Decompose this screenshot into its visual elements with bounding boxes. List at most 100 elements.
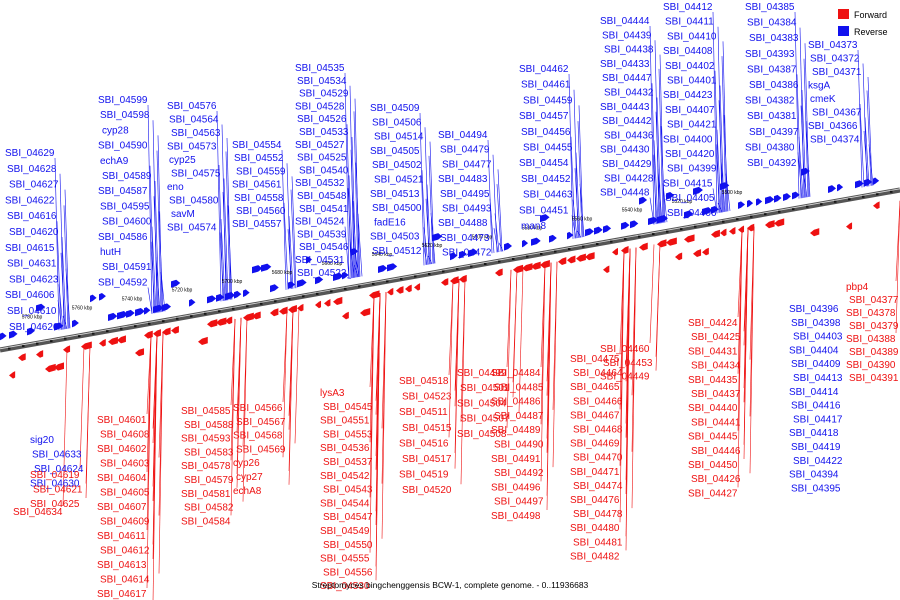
reverse-gene-label[interactable]: SBI_04432 xyxy=(604,88,654,99)
forward-gene-label[interactable]: SBI_04427 xyxy=(688,488,738,499)
reverse-gene-arrow[interactable] xyxy=(558,257,567,265)
forward-gene-arrow[interactable] xyxy=(252,265,263,274)
reverse-gene-label[interactable]: SBI_04561 xyxy=(232,180,282,191)
reverse-gene-label[interactable]: SBI_04397 xyxy=(749,127,799,138)
forward-gene-arrow[interactable] xyxy=(702,207,713,216)
forward-gene-arrow[interactable] xyxy=(216,293,225,302)
reverse-gene-label[interactable]: SBI_04372 xyxy=(810,54,860,65)
forward-gene-arrow[interactable] xyxy=(837,183,844,192)
reverse-gene-label[interactable]: SBI_04512 xyxy=(372,246,422,257)
reverse-gene-label[interactable]: SBI_04380 xyxy=(745,142,795,153)
reverse-gene-arrow[interactable] xyxy=(108,336,118,345)
reverse-gene-arrow[interactable] xyxy=(405,284,412,293)
reverse-gene-label[interactable]: SBI_04406 xyxy=(667,208,717,219)
forward-gene-label[interactable]: SBI_04480 xyxy=(570,523,620,534)
forward-gene-label[interactable]: SBI_04475 xyxy=(570,354,620,365)
reverse-gene-arrow[interactable] xyxy=(387,287,394,296)
forward-gene-label[interactable]: SBI_04511 xyxy=(399,407,448,418)
forward-gene-label[interactable]: SBI_04489 xyxy=(491,425,541,436)
forward-gene-label[interactable]: SBI_04441 xyxy=(691,417,741,428)
reverse-gene-label[interactable]: SBI_04422 xyxy=(793,456,843,467)
forward-gene-arrow[interactable] xyxy=(459,250,467,259)
reverse-gene-arrow[interactable] xyxy=(18,353,26,361)
forward-gene-label[interactable]: SBI_04608 xyxy=(100,430,150,441)
reverse-gene-label[interactable]: SBI_04502 xyxy=(372,160,422,171)
reverse-gene-label[interactable]: SBI_04428 xyxy=(604,173,654,184)
reverse-gene-label[interactable]: cmeK xyxy=(810,94,836,105)
reverse-gene-label[interactable]: SBI_04563 xyxy=(171,128,221,139)
reverse-gene-arrow[interactable] xyxy=(297,303,304,312)
reverse-gene-label[interactable]: SBI_04600 xyxy=(102,217,152,228)
reverse-gene-arrow[interactable] xyxy=(369,290,380,299)
reverse-gene-label[interactable]: SBI_04532 xyxy=(295,178,345,189)
forward-gene-arrow[interactable] xyxy=(783,193,791,201)
forward-gene-arrow[interactable] xyxy=(792,191,800,200)
forward-gene-label[interactable]: SBI_04625 xyxy=(30,499,80,510)
forward-gene-arrow[interactable] xyxy=(531,237,541,246)
forward-gene-label[interactable]: SBI_04465 xyxy=(570,382,620,393)
forward-gene-label[interactable]: SBI_04601 xyxy=(97,415,147,426)
reverse-gene-label[interactable]: SBI_04531 xyxy=(295,255,345,266)
forward-gene-label[interactable]: SBI_04498 xyxy=(491,511,541,522)
forward-gene-arrow[interactable] xyxy=(630,220,639,229)
forward-gene-arrow[interactable] xyxy=(342,271,349,280)
forward-gene-label[interactable]: SBI_04431 xyxy=(688,346,738,357)
reverse-gene-label[interactable]: SBI_04529 xyxy=(299,89,349,100)
forward-gene-label[interactable]: SBI_04553 xyxy=(323,429,373,440)
forward-gene-label[interactable]: SBI_04605 xyxy=(100,488,150,499)
reverse-gene-arrow[interactable] xyxy=(441,278,449,286)
forward-gene-label[interactable]: SBI_04621 xyxy=(33,485,83,496)
reverse-gene-arrow[interactable] xyxy=(342,311,349,320)
reverse-gene-label[interactable]: SBI_04524 xyxy=(295,217,345,228)
forward-gene-label[interactable]: SBI_04486 xyxy=(491,397,541,408)
reverse-gene-label[interactable]: SBI_04367 xyxy=(812,108,862,119)
reverse-gene-label[interactable]: SBI_04527 xyxy=(295,140,345,151)
forward-gene-arrow[interactable] xyxy=(189,299,196,307)
reverse-gene-arrow[interactable] xyxy=(9,371,16,379)
forward-gene-label[interactable]: SBI_04508 xyxy=(457,429,507,440)
reverse-gene-label[interactable]: SBI_04610 xyxy=(7,306,57,317)
forward-gene-label[interactable]: SBI_04481 xyxy=(573,537,623,548)
reverse-gene-arrow[interactable] xyxy=(360,307,371,317)
forward-gene-label[interactable]: SBI_04501 xyxy=(460,383,510,394)
reverse-gene-label[interactable]: SBI_04503 xyxy=(370,232,420,243)
reverse-gene-label[interactable]: SBI_04599 xyxy=(98,95,148,106)
reverse-gene-label[interactable]: SBI_04444 xyxy=(600,16,650,27)
forward-gene-label[interactable]: SBI_04484 xyxy=(491,368,541,379)
forward-gene-label[interactable]: SBI_04389 xyxy=(849,347,899,358)
forward-gene-label[interactable]: SBI_04537 xyxy=(323,457,373,468)
reverse-gene-label[interactable]: echA9 xyxy=(100,156,129,167)
reverse-gene-label[interactable]: SBI_04626 xyxy=(9,322,59,333)
forward-gene-label[interactable]: SBI_04487 xyxy=(494,411,544,422)
reverse-gene-arrow[interactable] xyxy=(621,246,629,254)
forward-gene-label[interactable]: SBI_04425 xyxy=(691,332,741,343)
reverse-gene-label[interactable]: SBI_04494 xyxy=(438,130,488,141)
reverse-gene-label[interactable]: SBI_04633 xyxy=(32,450,82,461)
reverse-gene-label[interactable]: SBI_04539 xyxy=(297,229,347,240)
forward-gene-label[interactable]: SBI_04440 xyxy=(688,403,738,414)
reverse-gene-label[interactable]: SBI_04560 xyxy=(236,206,286,217)
reverse-gene-label[interactable]: SBI_04628 xyxy=(7,164,57,175)
reverse-gene-arrow[interactable] xyxy=(747,223,755,232)
forward-gene-arrow[interactable] xyxy=(639,196,648,205)
forward-gene-label[interactable]: SBI_04556 xyxy=(323,567,373,578)
reverse-gene-label[interactable]: hutH xyxy=(100,247,121,258)
reverse-gene-label[interactable]: SBI_04500 xyxy=(372,203,422,214)
reverse-gene-arrow[interactable] xyxy=(198,336,208,345)
reverse-gene-label[interactable]: SBI_04548 xyxy=(297,191,347,202)
reverse-gene-label[interactable]: SBI_04382 xyxy=(745,96,795,107)
forward-gene-label[interactable]: cyp27 xyxy=(236,472,263,483)
forward-gene-arrow[interactable] xyxy=(234,290,242,299)
forward-gene-arrow[interactable] xyxy=(378,264,388,273)
reverse-gene-arrow[interactable] xyxy=(657,239,667,248)
forward-gene-label[interactable]: SBI_04520 xyxy=(402,485,452,496)
reverse-gene-label[interactable]: cyp28 xyxy=(102,125,129,136)
reverse-gene-label[interactable]: SBI_04535 xyxy=(295,63,345,74)
forward-gene-label[interactable]: SBI_04545 xyxy=(323,402,373,413)
reverse-gene-arrow[interactable] xyxy=(270,308,279,317)
forward-gene-arrow[interactable] xyxy=(432,233,443,242)
reverse-gene-arrow[interactable] xyxy=(873,201,880,209)
forward-gene-label[interactable]: SBI_04543 xyxy=(323,485,373,496)
reverse-gene-label[interactable]: SBI_04534 xyxy=(297,76,347,87)
reverse-gene-arrow[interactable] xyxy=(702,247,709,256)
